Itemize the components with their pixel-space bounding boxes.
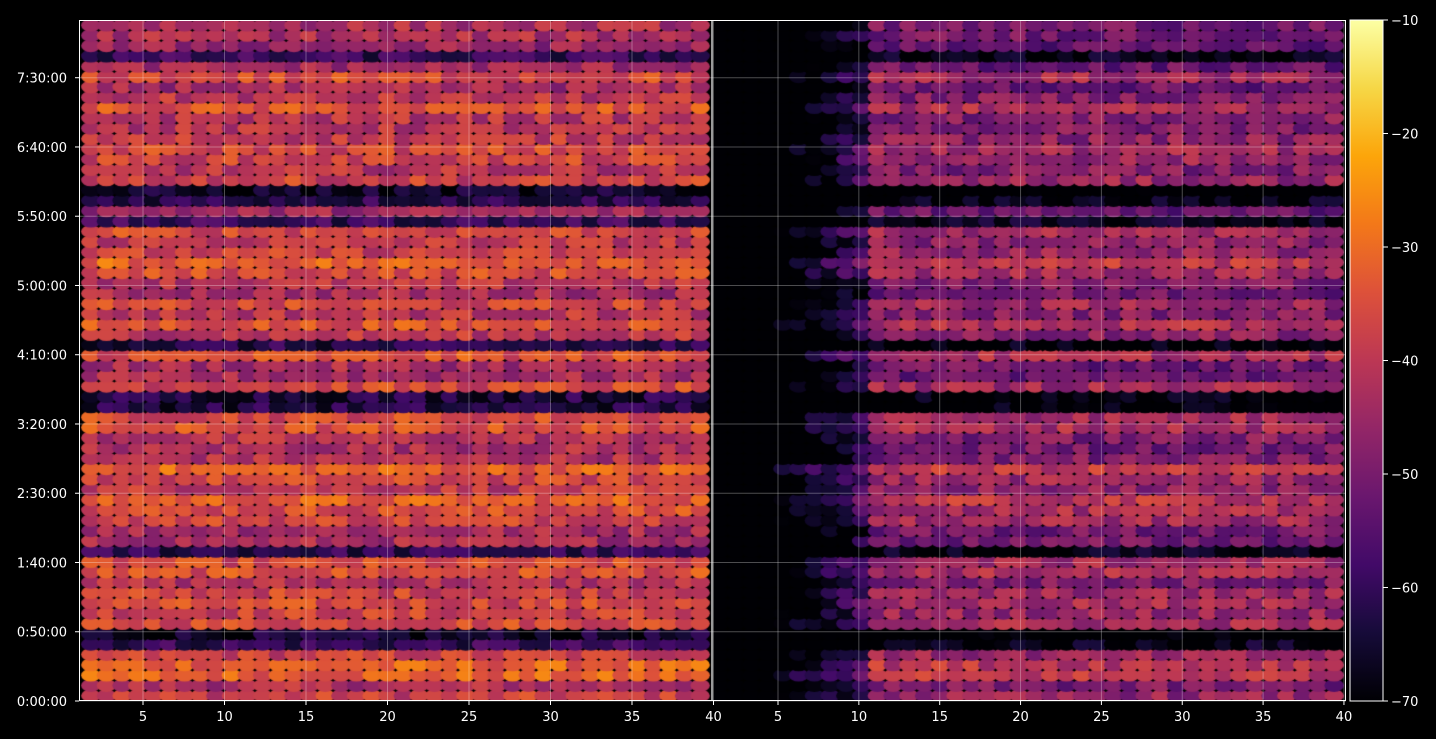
colorbar-tick-label: −60 — [1391, 582, 1418, 597]
x-tick-label: 25 — [1093, 710, 1110, 725]
y-tick-label: 6:40:00 — [17, 141, 67, 156]
x-tick-label: 5 — [774, 710, 782, 725]
y-tick-label: 0:00:00 — [17, 695, 67, 710]
x-tick-label: 15 — [931, 710, 948, 725]
y-tick-label: 0:50:00 — [17, 626, 67, 641]
colorbar-tick-label: −70 — [1391, 695, 1418, 710]
y-tick-label: 1:40:00 — [17, 556, 67, 571]
x-tick-label: 15 — [298, 710, 315, 725]
x-tick-label: 20 — [1012, 710, 1029, 725]
y-tick-label: 2:30:00 — [17, 487, 67, 502]
x-tick-label: 5 — [139, 710, 147, 725]
x-tick-label: 10 — [851, 710, 868, 725]
y-tick-label: 3:20:00 — [17, 418, 67, 433]
x-tick-label: 25 — [461, 710, 478, 725]
x-tick-label: 10 — [216, 710, 233, 725]
colorbar-tick-label: −20 — [1391, 128, 1418, 143]
y-tick-label: 5:00:00 — [17, 279, 67, 294]
colorbar-tick-label: −40 — [1391, 355, 1418, 370]
x-tick-label: 20 — [379, 710, 396, 725]
colorbar-tick-label: −10 — [1391, 14, 1418, 29]
colorbar — [1349, 19, 1384, 702]
colorbar-tick-label: −30 — [1391, 241, 1418, 256]
x-tick-label: 40 — [1336, 710, 1353, 725]
y-tick-label: 7:30:00 — [17, 72, 67, 87]
x-tick-label: 30 — [542, 710, 559, 725]
y-tick-label: 4:10:00 — [17, 349, 67, 364]
x-tick-label: 35 — [624, 710, 641, 725]
x-tick-label: 40 — [705, 710, 722, 725]
x-tick-label: 30 — [1174, 710, 1191, 725]
colorbar-tick-label: −50 — [1391, 468, 1418, 483]
y-tick-label: 5:50:00 — [17, 210, 67, 225]
x-tick-label: 35 — [1255, 710, 1272, 725]
